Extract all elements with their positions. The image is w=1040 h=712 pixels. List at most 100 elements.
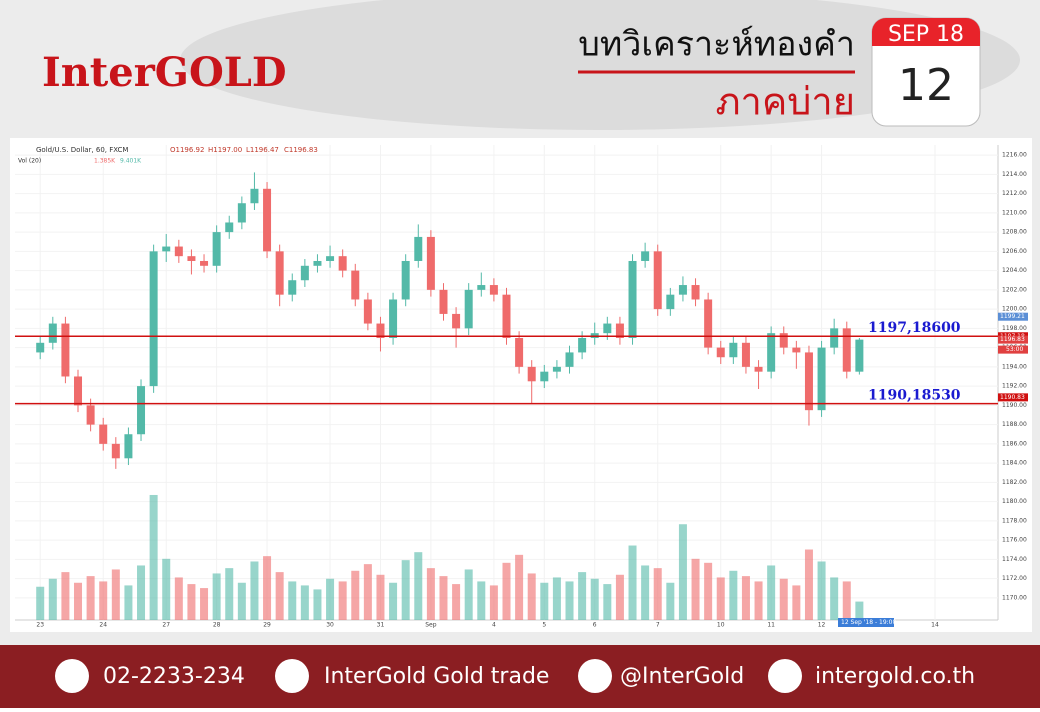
candle-body [48,323,57,343]
y-tick-label: 1192.00 [1002,383,1027,390]
candle-body [111,443,120,459]
candle-body [515,337,524,367]
countdown-tag [998,345,1028,354]
y-tick-label: 1190.00 [1002,402,1027,409]
candle-body [527,366,536,382]
price-tag [998,335,1028,344]
candle-body [326,256,335,261]
website: intergold.co.th [815,664,975,689]
candle-body [61,323,70,377]
volume-bar [628,545,637,620]
volume-bar [817,561,826,620]
volume-bar [804,549,813,620]
candle-body [477,285,486,290]
y-tick-label: 1216.00 [1002,152,1027,159]
candle-body [36,342,45,353]
phone-icon [55,659,89,693]
candle-body [414,236,423,261]
volume-bar [552,577,561,620]
web-icon [768,659,802,693]
candle-body [351,270,360,300]
volume-bar [830,577,839,620]
candle-body [678,285,687,295]
candle-body [666,294,675,310]
volume-legend-value: 1.385K [94,158,116,165]
volume-bar [86,576,95,620]
volume-bar [641,565,650,620]
candle-body [464,289,473,329]
volume-bar [477,581,486,620]
volume-bar [489,585,498,620]
candle-body [817,347,826,411]
candle-body [426,236,435,290]
x-tick-label: 5 [542,622,546,629]
volume-bar [200,588,209,620]
chart: 1170.00 1172.00 1174.00 1176.00 1178.00 1180.… [15,145,1028,629]
x-tick-label: 30 [326,622,334,629]
facebook-icon [275,659,309,693]
phone: 02-2233-234 [103,664,245,689]
volume-bar [855,601,864,620]
y-tick-label: 1176.00 [1002,537,1027,544]
volume-bar [666,582,675,620]
volume-bar [338,581,347,620]
candle-body [313,260,322,266]
price-tag-label: 1199.21 [1000,313,1025,320]
candle-body [792,347,801,353]
volume-bar [691,558,700,620]
volume-legend-value: 9.401K [120,158,142,165]
candle-body [552,366,561,372]
volume-bar [376,574,385,620]
candle-body [767,333,776,372]
candle-body [363,299,372,324]
volume-bar [187,584,196,620]
y-tick-label: 1208.00 [1002,229,1027,236]
candle-body [615,323,624,338]
volume-bar [313,589,322,620]
candle-body [754,366,763,372]
price-tag [998,312,1028,321]
volume-bar [603,584,612,620]
candle-body [338,256,347,271]
y-tick-label: 1188.00 [1002,421,1027,428]
volume-bar [704,562,713,620]
volume-bar [515,554,524,620]
volume-bar [792,585,801,620]
y-tick-label: 1200.00 [1002,306,1027,313]
candle-body [86,405,95,425]
candle-body [653,251,662,310]
x-tick-label: 28 [213,622,221,629]
chart-panel [10,138,1032,632]
candle-body [275,251,284,295]
candle-body [200,260,209,266]
candle-body [174,246,183,257]
volume-bar [716,577,725,620]
price-tag [998,393,1028,402]
y-tick-label: 1174.00 [1002,556,1027,563]
candle-body [691,285,700,300]
candle-body [779,333,788,348]
y-tick-label: 1180.00 [1002,498,1027,505]
candle-body [716,347,725,358]
candle-body [578,337,587,353]
x-tick-label: 31 [377,622,385,629]
y-tick-label: 1170.00 [1002,594,1027,601]
volume-bar [464,569,473,620]
countdown: 53:00 [1006,346,1023,353]
x-tick-label: 29 [263,622,271,629]
x-tick-label: 24 [99,622,107,629]
volume-bar [842,581,851,620]
x-tick-label: 7 [656,622,660,629]
volume-bar [779,578,788,620]
y-tick-label: 1202.00 [1002,286,1027,293]
volume-bar [578,572,587,620]
volume-bar [540,582,549,620]
volume-bar [389,582,398,620]
volume-bar [149,494,158,620]
y-tick-label: 1172.00 [1002,575,1027,582]
x-tick-label: 14 [931,622,939,629]
candle-body [99,424,108,444]
volume-bar [426,568,435,620]
candle-body [376,323,385,338]
volume-bar [263,556,272,620]
